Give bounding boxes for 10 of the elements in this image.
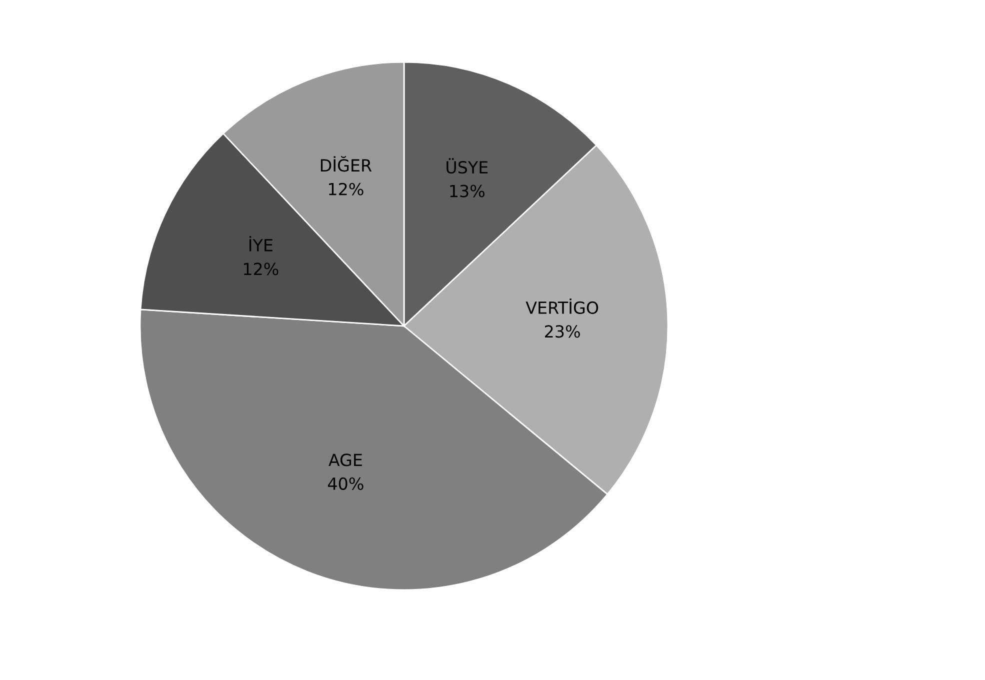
- slice-label: ÜSYE: [446, 158, 488, 174]
- slice-label: VERTİGO: [526, 298, 598, 314]
- data-label: 12%: [244, 262, 278, 276]
- data-label: 13%: [450, 184, 485, 198]
- data-label: 23%: [545, 325, 580, 338]
- slice-label: DİĞER: [320, 156, 372, 172]
- data-label: 40%: [328, 477, 364, 490]
- data-label: 12%: [329, 182, 364, 196]
- slice-label: İYE: [249, 236, 272, 252]
- slice-label: AGE: [328, 454, 362, 466]
